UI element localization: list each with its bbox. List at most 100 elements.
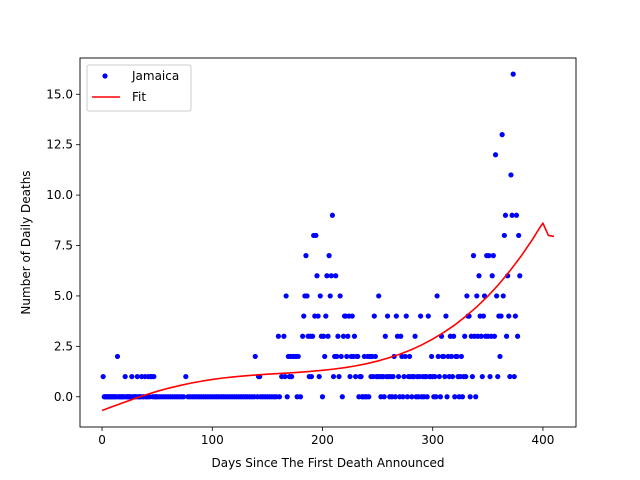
data-point-jamaica — [284, 394, 290, 400]
data-point-jamaica — [334, 353, 340, 360]
axes-frame — [79, 57, 577, 428]
legend: Jamaica Fit — [86, 64, 192, 112]
data-point-jamaica — [325, 333, 331, 339]
data-point-jamaica — [297, 394, 304, 400]
data-point-jamaica — [358, 373, 364, 380]
data-point-jamaica — [474, 293, 480, 299]
data-point-jamaica — [434, 293, 440, 299]
data-point-jamaica — [409, 394, 415, 400]
x-tick-label: 400 — [531, 433, 554, 447]
data-point-jamaica — [432, 373, 438, 380]
data-point-jamaica — [384, 313, 391, 319]
data-point-jamaica — [351, 333, 358, 339]
data-point-jamaica — [390, 373, 396, 380]
data-point-jamaica — [462, 333, 468, 339]
data-point-jamaica — [320, 333, 327, 339]
data-point-jamaica — [303, 253, 309, 259]
data-point-jamaica — [480, 313, 487, 319]
data-point-jamaica — [436, 373, 442, 380]
data-point-jamaica — [129, 373, 135, 380]
data-point-jamaica — [497, 353, 503, 360]
data-point-jamaica — [448, 353, 455, 360]
x-tick-label: 100 — [201, 433, 224, 447]
data-point-jamaica — [134, 373, 140, 380]
data-point-jamaica — [499, 132, 505, 138]
data-point-jamaica — [151, 373, 157, 380]
data-point-jamaica — [503, 333, 510, 339]
y-tick-label: 0.0 — [54, 390, 73, 404]
y-tick-label: 15.0 — [46, 87, 73, 101]
data-point-jamaica — [283, 293, 289, 299]
data-point-jamaica — [433, 394, 439, 400]
data-point-jamaica — [479, 373, 485, 380]
data-point-jamaica — [501, 232, 507, 239]
data-point-jamaica — [355, 353, 361, 360]
x-axis-ticks: 0 100 200 300 400 — [98, 427, 554, 447]
data-point-jamaica — [401, 373, 407, 380]
data-point-jamaica — [458, 353, 464, 360]
y-axis-ticks: 0.0 2.5 5.0 7.5 10.0 12.5 15.0 — [46, 87, 80, 404]
data-point-jamaica — [366, 394, 372, 400]
data-point-jamaica — [371, 313, 377, 319]
data-point-jamaica — [314, 273, 320, 279]
data-point-jamaica — [328, 273, 334, 279]
data-point-jamaica — [122, 373, 128, 380]
data-point-jamaica — [309, 333, 316, 339]
data-point-jamaica — [308, 373, 315, 380]
data-point-jamaica — [400, 394, 406, 400]
x-axis-label: Days Since The First Death Announced — [212, 456, 445, 470]
data-point-jamaica — [502, 212, 509, 218]
data-point-jamaica — [352, 373, 359, 380]
data-point-jamaica — [326, 253, 332, 259]
data-point-jamaica — [323, 313, 329, 319]
data-point-jamaica — [490, 253, 496, 259]
y-tick-label: 10.0 — [46, 188, 73, 202]
y-tick-label: 5.0 — [54, 289, 73, 303]
data-point-jamaica — [467, 394, 473, 400]
data-point-jamaica — [329, 212, 336, 218]
data-point-jamaica — [404, 394, 410, 400]
y-tick-label: 7.5 — [54, 239, 73, 253]
data-point-jamaica — [347, 373, 353, 380]
data-point-jamaica — [441, 353, 447, 360]
data-point-jamaica — [500, 293, 506, 299]
chart-marks — [100, 71, 555, 412]
data-point-jamaica — [395, 373, 402, 380]
data-point-jamaica — [344, 353, 350, 360]
data-point-jamaica — [406, 353, 413, 360]
data-point-jamaica — [295, 353, 301, 360]
fit-line — [101, 221, 555, 412]
data-point-jamaica — [437, 394, 444, 400]
data-point-jamaica — [316, 373, 322, 380]
data-point-jamaica — [478, 333, 484, 339]
data-point-jamaica — [429, 353, 435, 360]
data-point-jamaica — [300, 333, 306, 339]
data-point-jamaica — [317, 293, 323, 299]
data-point-jamaica — [338, 353, 344, 360]
data-point-jamaica — [335, 333, 341, 339]
data-point-jamaica — [511, 373, 517, 380]
data-point-jamaica — [372, 353, 378, 360]
data-point-jamaica — [454, 353, 460, 360]
data-point-jamaica — [506, 313, 512, 319]
data-point-jamaica — [469, 373, 475, 380]
data-point-jamaica — [476, 273, 482, 279]
data-point-jamaica — [392, 394, 398, 400]
data-point-jamaica — [376, 293, 382, 299]
data-point-jamaica — [510, 71, 516, 77]
data-point-jamaica — [470, 253, 477, 259]
y-tick-label: 12.5 — [46, 138, 73, 152]
data-point-jamaica — [487, 373, 493, 380]
data-point-jamaica — [492, 152, 499, 158]
data-point-jamaica — [281, 333, 287, 339]
data-point-jamaica — [313, 232, 319, 239]
data-point-jamaica — [512, 313, 518, 319]
data-point-jamaica — [443, 313, 449, 319]
data-point-jamaica — [513, 212, 520, 218]
data-point-jamaica — [315, 313, 321, 319]
data-point-jamaica — [252, 353, 258, 360]
data-point-jamaica — [516, 232, 522, 239]
data-point-jamaica — [444, 394, 450, 400]
data-point-jamaica — [491, 333, 498, 339]
data-point-jamaica — [452, 394, 458, 400]
